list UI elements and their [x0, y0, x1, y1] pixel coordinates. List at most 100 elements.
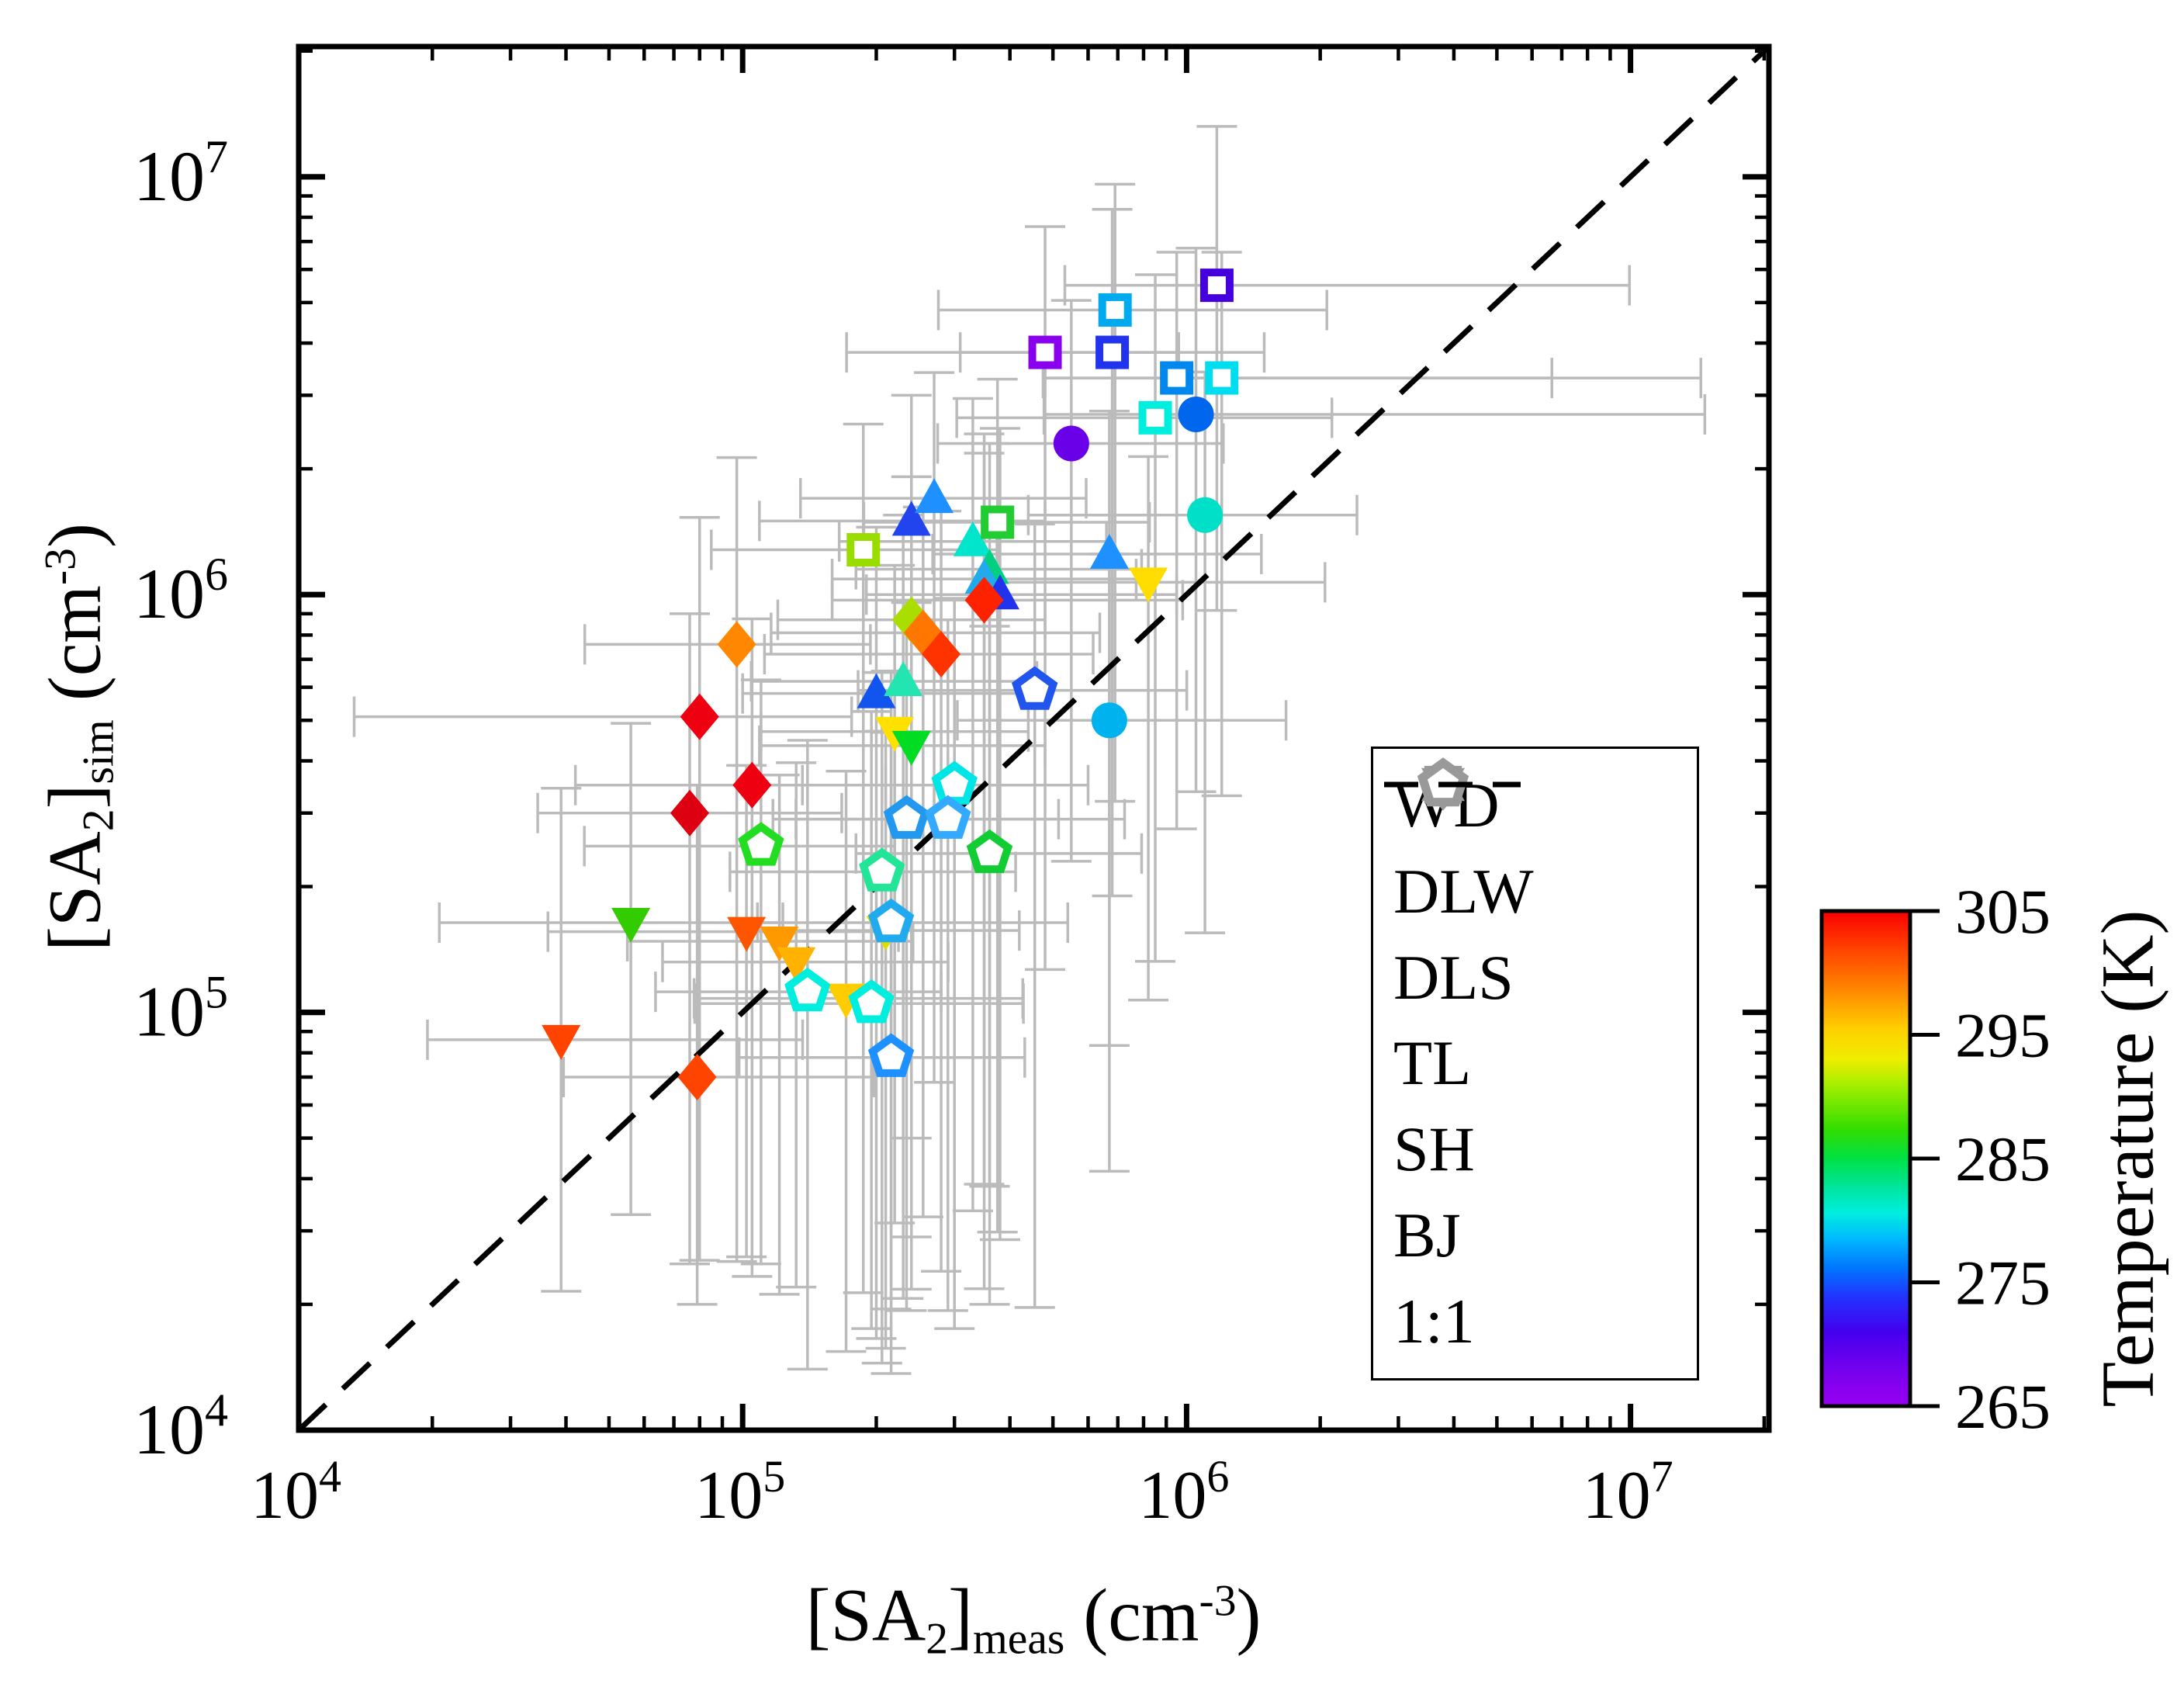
legend-item-DLW: DLW [1373, 761, 1697, 927]
point-SH [1098, 293, 1132, 327]
y-tick-label: 107 [133, 131, 228, 216]
point-TL [677, 1054, 717, 1101]
axis-title-part: ) [33, 523, 116, 549]
axis-title-part: [SA [805, 1573, 926, 1657]
axes-frame [296, 43, 1772, 1433]
colorbar-tick-label: 285 [1955, 1124, 2051, 1194]
error-bar [438, 722, 784, 1217]
x-tick-label: 105 [694, 1451, 785, 1533]
legend-label: SH [1393, 1114, 1475, 1185]
point-BJ [1012, 666, 1058, 710]
error-bar [1042, 246, 1707, 793]
axis-title-part: meas [972, 1614, 1065, 1664]
legend-item-TL: TL [1373, 758, 1697, 1099]
dash-icon [1384, 781, 1521, 788]
point-SH [1199, 268, 1234, 303]
axis-title-part: 2 [926, 1614, 948, 1664]
colorbar-title: Temperature (K) [2085, 909, 2169, 1408]
axis-title-part: ] [33, 784, 116, 809]
axis-title-part: ) [1236, 1573, 1262, 1657]
series-DLW [857, 478, 1129, 708]
point-WD [1187, 497, 1224, 533]
point-TL [732, 761, 772, 809]
axis-title-part: -3 [36, 548, 85, 586]
point-DLW [884, 661, 923, 697]
axis-title-part: sim [74, 719, 123, 785]
y-tick-label: 104 [133, 1384, 228, 1469]
axis-title-part: (cm [1064, 1573, 1199, 1657]
error-bar [583, 678, 896, 1266]
point-DLS [777, 947, 816, 982]
colorbar-tick-label: 275 [1955, 1248, 2051, 1318]
colorbar-tick-label: 265 [1955, 1371, 2051, 1442]
point-WD [1091, 702, 1127, 739]
series-TL [670, 577, 1004, 1101]
legend-label: 1:1 [1393, 1285, 1475, 1356]
point-SH [1160, 361, 1194, 395]
point-BJ [784, 967, 831, 1012]
point-WD [1053, 425, 1089, 462]
colorbar-gradient [1819, 909, 1912, 1408]
point-BJ [738, 822, 784, 866]
point-SH [1028, 335, 1062, 369]
point-BJ [925, 795, 971, 839]
point-TL [922, 631, 961, 678]
point-DLS [760, 926, 799, 961]
error-bar [562, 783, 876, 1306]
error-bar [936, 182, 1328, 803]
legend-label: DLS [1393, 941, 1514, 1013]
point-DLS [611, 907, 651, 943]
x-tick-label: 107 [1583, 1451, 1673, 1533]
point-BJ [867, 898, 915, 943]
point-BJ [848, 979, 895, 1024]
point-SH [846, 533, 881, 567]
point-SH [1095, 335, 1130, 369]
error-bar [583, 456, 872, 1263]
legend-label: BJ [1393, 1199, 1461, 1270]
series-WD [1053, 396, 1224, 739]
point-DLW [964, 559, 1004, 594]
legend-label: TL [1393, 1027, 1472, 1099]
point-DLS [542, 1024, 581, 1060]
point-TL [964, 577, 1004, 624]
point-BJ [867, 1033, 915, 1077]
error-bar [352, 516, 853, 1262]
series-BJ [738, 666, 1058, 1077]
x-tick-label: 104 [251, 1451, 341, 1533]
series-SH [846, 268, 1239, 567]
error-bar [799, 371, 1088, 1084]
point-DLW [857, 673, 896, 708]
legend-item-BJ: BJ [1373, 757, 1697, 1270]
point-BJ [931, 760, 978, 805]
point-DLW [953, 521, 992, 556]
point-BJ [859, 847, 905, 892]
axis-title-part: [SA [33, 831, 116, 951]
point-DLW [1089, 534, 1129, 570]
x-axis-title: [SA2]meas (cm-3) [806, 1571, 1262, 1664]
y-tick-label: 106 [133, 549, 228, 633]
point-TL [717, 621, 756, 668]
colorbar-tick-label: 305 [1955, 876, 2051, 947]
point-BJ [966, 829, 1013, 874]
axis-title-part: (cm [33, 585, 116, 720]
point-SH [1138, 400, 1172, 435]
axis-title-part: -3 [1199, 1576, 1237, 1626]
point-DLW [915, 478, 954, 514]
axis-title-part: 2 [74, 809, 123, 832]
colorbar-tick-label: 295 [1955, 1000, 2051, 1071]
error-bar [771, 618, 1061, 1312]
x-tick-label: 106 [1138, 1451, 1229, 1533]
point-SH [1205, 361, 1239, 395]
point-DLS [727, 916, 767, 952]
legend-item-1-1: 1:1 [1373, 781, 1697, 1356]
error-bar [760, 563, 1030, 1225]
series-DLS [542, 567, 1168, 1060]
legend-label: DLW [1393, 856, 1534, 927]
point-DLS [891, 730, 931, 766]
error-bar [1044, 251, 1702, 798]
point-BJ [883, 795, 930, 839]
legend-item-SH: SH [1373, 765, 1697, 1185]
point-DLS [1129, 567, 1168, 603]
